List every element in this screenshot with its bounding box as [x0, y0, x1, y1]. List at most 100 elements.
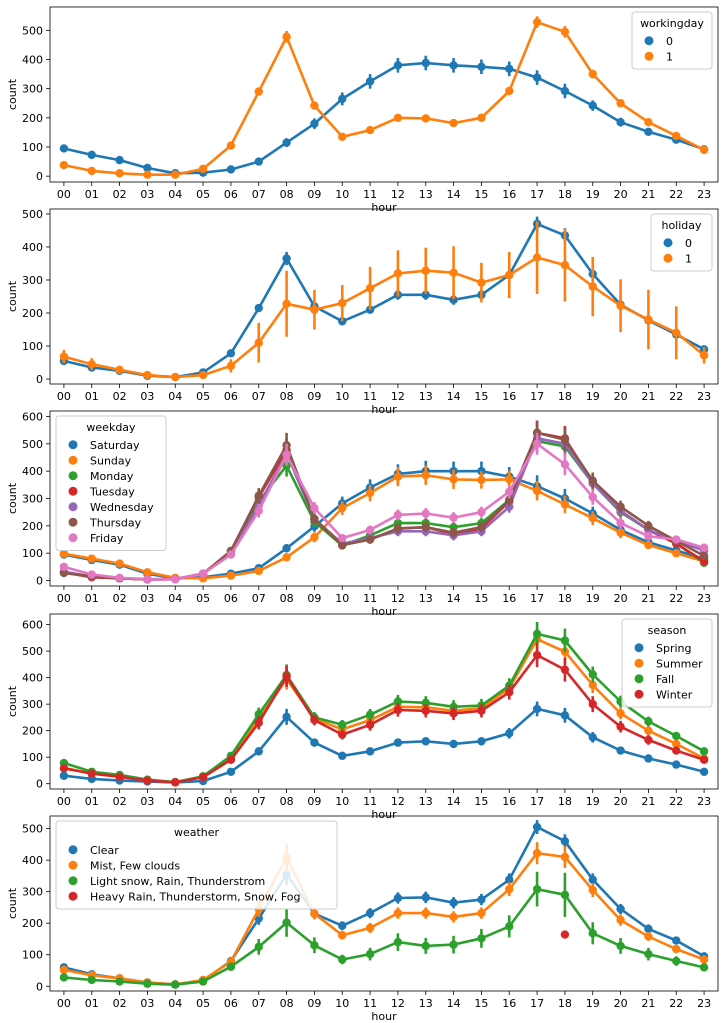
legend-label: Summer: [656, 657, 703, 670]
data-point: [254, 491, 263, 500]
data-point: [198, 164, 208, 174]
data-point: [672, 746, 681, 755]
y-tick-label: 300: [22, 493, 43, 506]
axes-frame: [49, 613, 719, 790]
x-tick-label: 16: [502, 997, 516, 1010]
data-point: [672, 956, 681, 966]
x-tick-label: 22: [669, 795, 683, 808]
x-tick-label: 07: [252, 188, 266, 201]
data-point: [699, 747, 709, 756]
series-light-snow-rain-thunderstrom: [59, 871, 709, 989]
data-point: [616, 941, 625, 951]
data-point: [282, 299, 291, 308]
x-tick-label: 14: [447, 795, 461, 808]
legend-marker: [68, 533, 78, 543]
x-tick-label: 13: [419, 390, 433, 403]
data-point: [672, 760, 681, 769]
legend-label: Clear: [90, 844, 119, 857]
data-point: [421, 737, 430, 746]
y-tick-label: 400: [22, 672, 43, 685]
data-point: [644, 717, 653, 726]
data-point: [644, 118, 653, 127]
x-tick-label: 02: [113, 592, 127, 605]
data-point: [532, 884, 542, 894]
data-point: [87, 769, 96, 778]
x-tick-label: 08: [280, 795, 294, 808]
data-point: [588, 699, 597, 709]
x-tick-label: 00: [57, 188, 71, 201]
x-tick-label: 10: [335, 390, 349, 403]
subplot-3: 0 100 200 300 400 500 600 00 01 02 03 04 05 06 07 08 09 1…: [6, 410, 719, 618]
data-point: [672, 328, 681, 338]
data-point: [505, 64, 514, 74]
data-point: [338, 921, 347, 930]
data-point: [198, 370, 208, 380]
data-point: [310, 101, 319, 110]
data-point: [616, 528, 625, 537]
y-tick-label: 200: [22, 307, 43, 320]
x-tick-label: 22: [669, 592, 683, 605]
x-tick-label: 12: [391, 997, 405, 1010]
data-point: [310, 305, 319, 314]
data-point: [310, 738, 319, 747]
x-tick-label: 15: [474, 188, 488, 201]
data-point: [505, 729, 514, 738]
data-point: [505, 487, 514, 496]
x-tick-label: 07: [252, 390, 266, 403]
x-tick-label: 02: [113, 795, 127, 808]
y-axis-label: count: [6, 280, 19, 312]
legend-marker: [634, 689, 644, 699]
data-point: [338, 298, 347, 308]
data-point: [505, 922, 514, 931]
data-point: [87, 150, 96, 160]
x-tick-label: 03: [140, 997, 154, 1010]
y-tick-label: 400: [22, 54, 43, 67]
data-point: [226, 550, 236, 559]
data-point: [143, 568, 152, 577]
x-tick-label: 14: [447, 997, 461, 1010]
x-tick-label: 20: [614, 592, 628, 605]
legend-label: Spring: [656, 642, 692, 655]
data-point: [616, 915, 625, 925]
legend-marker: [634, 643, 644, 653]
x-tick-label: 12: [391, 390, 405, 403]
x-axis-label: hour: [371, 605, 397, 618]
data-point: [449, 709, 458, 718]
data-point: [616, 746, 625, 755]
data-point: [532, 822, 542, 832]
data-point: [477, 113, 486, 123]
data-point: [226, 962, 236, 971]
legend-label: Winter: [656, 688, 693, 701]
x-tick-label: 14: [447, 390, 461, 403]
x-tick-label: 17: [530, 188, 544, 201]
data-point: [644, 315, 653, 324]
x-tick-label: 18: [558, 188, 572, 201]
data-point: [59, 568, 69, 578]
y-tick-label: 200: [22, 725, 43, 738]
x-tick-label: 18: [558, 997, 572, 1010]
data-point: [588, 476, 597, 485]
x-tick-label: 11: [363, 390, 377, 403]
x-tick-label: 19: [586, 997, 600, 1010]
data-point: [421, 893, 430, 902]
legend-marker: [68, 471, 78, 481]
x-tick-label: 12: [391, 795, 405, 808]
data-point: [365, 284, 375, 293]
x-tick-label: 01: [85, 188, 99, 201]
x-tick-label: 18: [558, 390, 572, 403]
x-tick-label: 21: [641, 795, 655, 808]
data-point: [338, 533, 347, 543]
x-tick-label: 19: [586, 390, 600, 403]
legend-box: [55, 415, 167, 551]
x-tick-label: 10: [335, 997, 349, 1010]
x-tick-label: 01: [85, 997, 99, 1010]
x-tick-label: 10: [335, 795, 349, 808]
data-point: [644, 932, 653, 941]
legend-label: 1: [666, 50, 673, 63]
data-point: [226, 349, 236, 358]
data-point: [644, 127, 653, 137]
data-point: [477, 934, 486, 943]
data-point: [365, 77, 375, 86]
x-tick-label: 09: [307, 592, 321, 605]
